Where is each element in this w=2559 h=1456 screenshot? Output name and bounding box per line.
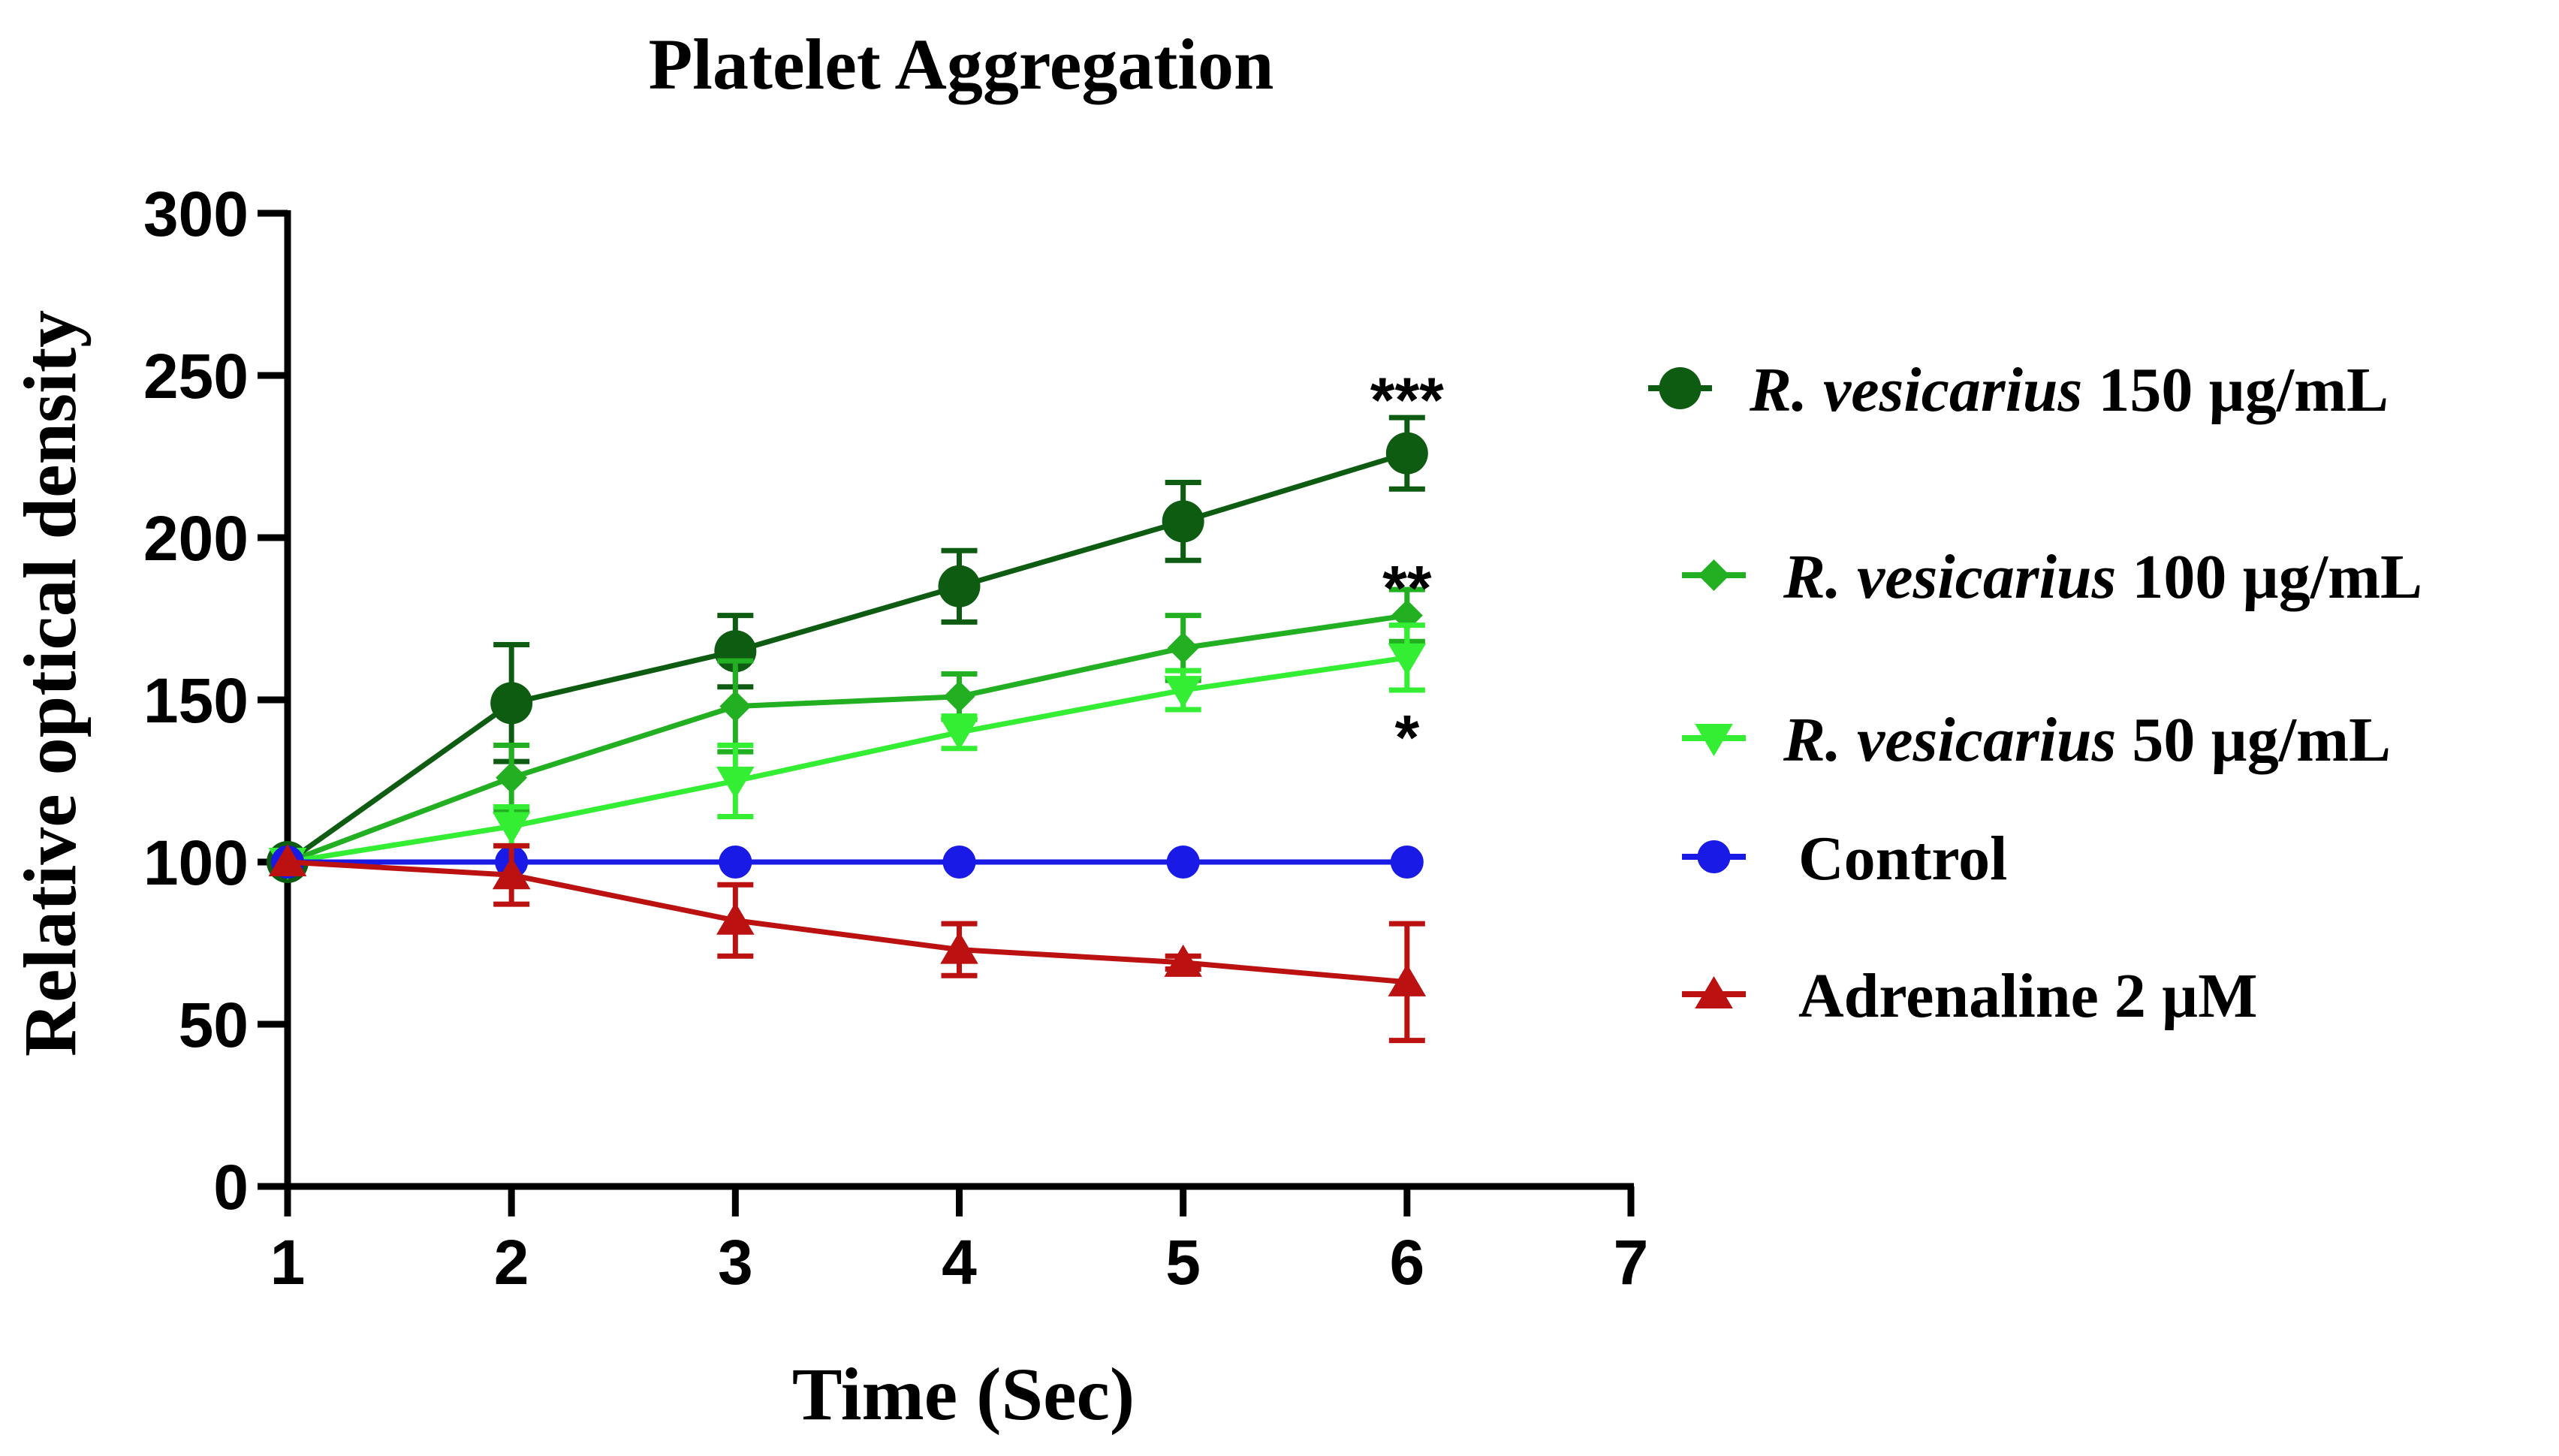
annotation-layer: ****** <box>1370 365 1444 773</box>
x-axis-title: Time (Sec) <box>792 1352 1135 1436</box>
data-point <box>492 857 531 890</box>
legend-label-species: R. vesicarius <box>1783 542 2116 612</box>
legend-item-4: Control <box>1682 824 2007 894</box>
x-axis-ticks: 1 2 3 4 5 6 7 <box>270 1186 1649 1298</box>
data-point <box>1167 632 1199 664</box>
legend-label-text: Adrenaline 2 µM <box>1798 961 2258 1031</box>
x-tick-label: 2 <box>494 1227 529 1298</box>
data-point <box>940 718 978 751</box>
legend-marker <box>1697 840 1731 873</box>
legend-item-2: R. vesicarius 100 µg/mL <box>1682 542 2422 612</box>
data-point <box>719 846 752 879</box>
y-tick-label: 300 <box>143 179 249 249</box>
data-point <box>716 767 755 800</box>
legend: R. vesicarius 150 µg/mLR. vesicarius 100… <box>1648 355 2422 1031</box>
data-point <box>942 846 976 879</box>
legend-label-text: 100 µg/mL <box>2116 542 2422 612</box>
data-point <box>1388 963 1427 996</box>
y-tick-label: 150 <box>143 665 249 736</box>
y-tick-label: 200 <box>143 503 249 574</box>
x-tick-label: 4 <box>942 1227 977 1298</box>
series-layer <box>267 414 1428 1044</box>
data-point <box>716 902 755 935</box>
x-tick-label: 6 <box>1389 1227 1424 1298</box>
legend-item-5: Adrenaline 2 µM <box>1682 961 2258 1031</box>
data-point <box>1388 643 1427 676</box>
legend-label-text: 150 µg/mL <box>2082 355 2389 425</box>
legend-marker <box>1659 367 1701 409</box>
data-point <box>940 931 978 964</box>
data-point <box>268 843 307 876</box>
legend-label-species: R. vesicarius <box>1783 705 2116 775</box>
legend-item-3: R. vesicarius 50 µg/mL <box>1682 705 2391 775</box>
significance-label: ** <box>1382 553 1432 623</box>
data-point <box>496 761 528 794</box>
legend-item-1: R. vesicarius 150 µg/mL <box>1648 355 2389 425</box>
legend-marker <box>1695 724 1733 757</box>
y-tick-label: 0 <box>213 1152 249 1222</box>
series-line <box>285 451 1408 864</box>
data-point <box>1390 846 1424 879</box>
data-point <box>1162 500 1204 543</box>
data-point <box>1164 944 1202 977</box>
legend-label-text: Control <box>1798 824 2007 894</box>
data-point <box>492 812 531 845</box>
chart-title: Platelet Aggregation <box>649 24 1274 104</box>
x-tick-label: 3 <box>718 1227 753 1298</box>
legend-label: Control <box>1798 824 2007 894</box>
legend-label: R. vesicarius 100 µg/mL <box>1783 542 2422 612</box>
data-point <box>1385 432 1428 475</box>
legend-label: R. vesicarius 50 µg/mL <box>1783 705 2391 775</box>
y-tick-label: 50 <box>179 990 249 1060</box>
legend-label: R. vesicarius 150 µg/mL <box>1749 355 2389 425</box>
data-point <box>1166 846 1200 879</box>
data-point <box>1164 676 1202 709</box>
series-line <box>286 613 1408 865</box>
legend-label-species: R. vesicarius <box>1749 355 2082 425</box>
legend-marker <box>1695 975 1733 1008</box>
data-point <box>719 690 752 722</box>
x-tick-label: 5 <box>1165 1227 1201 1298</box>
y-tick-label: 100 <box>143 827 249 898</box>
y-axis-ticks: 0 50 100 150 200 250 300 <box>143 179 288 1222</box>
legend-label-text: 50 µg/mL <box>2116 705 2391 775</box>
series-line <box>287 655 1408 865</box>
data-point <box>938 565 981 607</box>
legend-label: Adrenaline 2 µM <box>1798 961 2258 1031</box>
y-axis-title: Relative optical density <box>8 310 92 1057</box>
x-tick-label: 7 <box>1614 1227 1649 1298</box>
series-line <box>287 859 1408 985</box>
series-5 <box>268 843 1427 1044</box>
legend-marker <box>1698 559 1730 591</box>
data-point <box>490 682 533 725</box>
x-tick-label: 1 <box>270 1227 306 1298</box>
significance-label: *** <box>1370 365 1444 436</box>
data-point <box>943 680 975 713</box>
series-1 <box>267 414 1428 883</box>
y-tick-label: 250 <box>143 341 249 411</box>
series-4 <box>271 846 1424 879</box>
significance-label: * <box>1394 702 1419 773</box>
